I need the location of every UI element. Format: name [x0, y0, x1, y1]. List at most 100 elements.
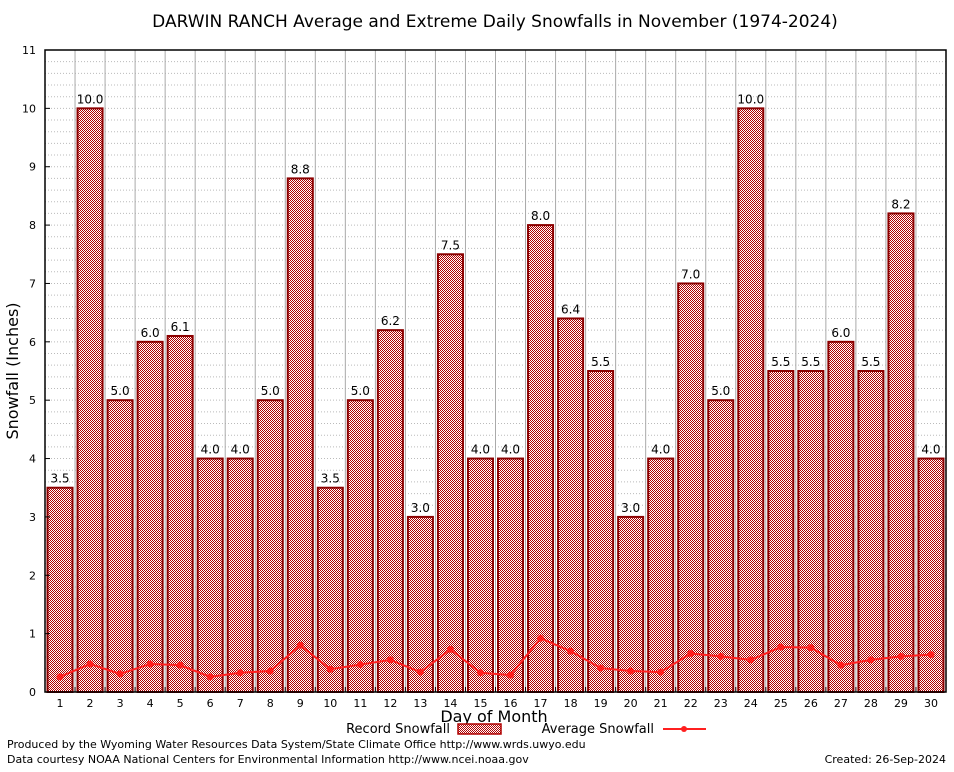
- bar-value-label: 7.5: [441, 238, 460, 252]
- record-bar: [346, 399, 374, 693]
- y-tick-label: 11: [22, 44, 36, 57]
- bar-value-label: 6.0: [141, 326, 160, 340]
- average-point: [507, 671, 515, 679]
- y-tick-label: 6: [29, 336, 36, 349]
- average-point: [807, 644, 815, 652]
- bar-value-label: 6.4: [561, 302, 580, 316]
- record-bar: [406, 515, 434, 694]
- record-bar: [226, 457, 254, 693]
- bar-value-label: 7.0: [681, 267, 700, 281]
- x-tick-label: 22: [684, 697, 698, 710]
- record-bar: [887, 212, 915, 693]
- average-point: [356, 661, 364, 669]
- record-bar: [166, 334, 194, 693]
- legend-record-swatch: [457, 723, 502, 735]
- average-point: [86, 660, 94, 668]
- record-bar: [436, 253, 464, 693]
- bar-value-label: 4.0: [501, 443, 520, 457]
- x-tick-label: 11: [353, 697, 367, 710]
- y-tick-label: 0: [29, 686, 36, 699]
- grid: [45, 49, 946, 692]
- x-tick-label: 19: [594, 697, 608, 710]
- x-tick-label: 25: [774, 697, 788, 710]
- x-tick-label: 18: [564, 697, 578, 710]
- record-bar: [196, 457, 224, 693]
- average-point: [897, 652, 905, 660]
- average-point: [867, 656, 875, 664]
- y-tick-label: 2: [29, 569, 36, 582]
- x-tick-label: 4: [147, 697, 154, 710]
- average-point: [236, 669, 244, 677]
- record-bar: [527, 224, 555, 693]
- record-bar: [767, 370, 795, 693]
- bar-value-label: 5.5: [771, 355, 790, 369]
- record-bar: [136, 340, 164, 693]
- bar-value-label: 5.0: [711, 384, 730, 398]
- average-point: [326, 665, 334, 673]
- x-tick-label: 13: [413, 697, 427, 710]
- average-point: [386, 656, 394, 664]
- legend-average-label: Average Snowfall: [542, 722, 654, 737]
- bar-value-label: 8.8: [291, 162, 310, 176]
- footer-created: Created: 26-Sep-2024: [824, 753, 946, 766]
- record-bar: [557, 317, 585, 693]
- bar-value-label: 3.5: [50, 472, 69, 486]
- y-tick-label: 7: [29, 277, 36, 290]
- record-bar: [797, 370, 825, 693]
- average-point: [597, 664, 605, 672]
- footer-produced-by: Produced by the Wyoming Water Resources …: [7, 738, 586, 751]
- x-tick-label: 27: [834, 697, 848, 710]
- average-point: [146, 660, 154, 668]
- y-tick-label: 9: [29, 161, 36, 174]
- record-bar: [106, 399, 134, 693]
- average-point: [296, 641, 304, 649]
- bar-value-label: 8.2: [891, 197, 910, 211]
- average-point: [416, 668, 424, 676]
- bar-value-label: 3.0: [621, 501, 640, 515]
- average-point: [176, 661, 184, 669]
- bar-value-label: 4.0: [231, 443, 250, 457]
- record-bar: [587, 370, 615, 693]
- average-point: [777, 643, 785, 651]
- record-bar: [857, 370, 885, 693]
- record-bar: [76, 107, 104, 693]
- x-tick-label: 15: [473, 697, 487, 710]
- bar-value-label: 4.0: [651, 443, 670, 457]
- average-line-path: [59, 637, 932, 678]
- x-tick-label: 2: [87, 697, 94, 710]
- record-bar: [376, 329, 404, 693]
- chart-title: DARWIN RANCH Average and Extreme Daily S…: [152, 12, 838, 32]
- bar-value-label: 4.0: [921, 443, 940, 457]
- average-point: [837, 661, 845, 669]
- record-bar: [46, 486, 74, 693]
- y-tick-label: 1: [29, 628, 36, 641]
- x-tick-label: 8: [267, 697, 274, 710]
- bar-value-label: 10.0: [77, 92, 104, 106]
- average-point: [56, 673, 64, 681]
- x-tick-label: 12: [383, 697, 397, 710]
- average-point: [446, 645, 454, 653]
- record-bar: [256, 399, 284, 693]
- x-tick-label: 5: [177, 697, 184, 710]
- footer-courtesy: Data courtesy NOAA National Centers for …: [7, 753, 529, 766]
- record-bar: [466, 457, 495, 693]
- x-tick-label: 26: [804, 697, 818, 710]
- bar-value-label: 5.0: [351, 384, 370, 398]
- legend-average-marker: [681, 726, 687, 732]
- average-point: [717, 652, 725, 660]
- average-line: [56, 634, 935, 681]
- bar-value-label: 6.0: [831, 326, 850, 340]
- bar-value-label: 3.5: [321, 472, 340, 486]
- bar-value-label: 5.0: [261, 384, 280, 398]
- bar-value-label: 3.0: [411, 501, 430, 515]
- average-point: [657, 668, 665, 676]
- y-axis-label: Snowfall (Inches): [3, 302, 22, 439]
- average-point: [687, 649, 695, 657]
- record-bar: [647, 457, 675, 693]
- x-tick-label: 20: [624, 697, 638, 710]
- x-tick-label: 29: [894, 697, 908, 710]
- x-tick-label: 9: [297, 697, 304, 710]
- record-bar: [617, 515, 645, 694]
- x-tick-label: 24: [744, 697, 758, 710]
